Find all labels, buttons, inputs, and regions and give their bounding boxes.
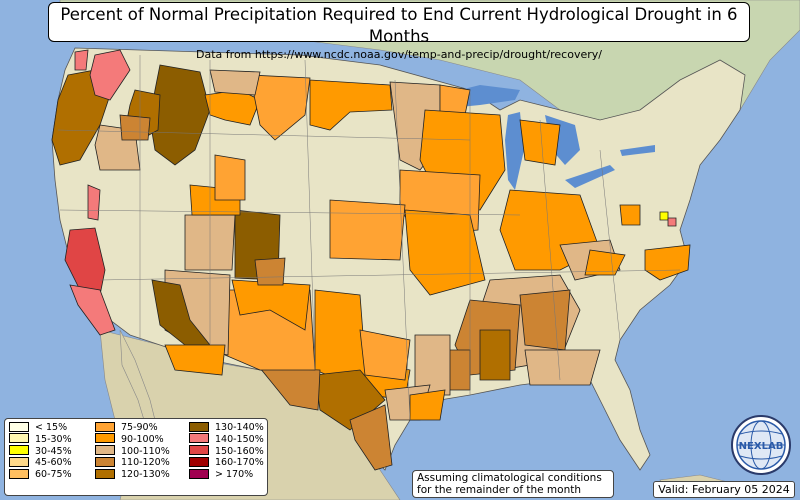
legend-label: 45-60% [35,457,72,469]
legend-column-1: < 15% 15-30% 30-45% 45-60% 60-75% [9,421,72,481]
state-boundaries [57,55,681,421]
title-box: Percent of Normal Precipitation Required… [48,2,750,61]
legend-swatch [95,433,115,444]
legend-label: 90-100% [121,433,164,445]
legend-column-3: 130-140% 140-150% 150-160% 160-170% > 17… [189,421,264,481]
drought-regions [51,49,691,471]
legend-label: 110-120% [121,457,170,469]
legend-label: 15-30% [35,433,72,445]
legend-label: 30-45% [35,445,72,457]
legend-item: < 15% [9,421,72,434]
lake-michigan [505,112,524,190]
assumption-note-line-2: for the remainder of the month [417,484,582,496]
legend-swatch [189,456,209,467]
legend-label: 60-75% [35,469,72,481]
legend-swatch [9,433,29,444]
legend-swatch [9,456,29,467]
legend-label: < 15% [35,422,68,433]
legend-swatch [95,445,115,456]
legend-swatch [9,445,29,456]
legend-swatch [95,468,115,479]
legend-label: 160-170% [215,457,264,469]
assumption-note-line-1: Assuming climatological conditions [417,472,602,484]
legend: < 15% 15-30% 30-45% 45-60% 60-75% 75-90%… [4,418,268,496]
legend-label: 150-160% [215,445,264,457]
legend-label: 120-130% [121,469,170,481]
legend-swatch [189,468,209,479]
legend-swatch [95,421,115,432]
legend-swatch [189,421,209,432]
legend-label: 100-110% [121,445,170,457]
legend-item: 150-160% [189,445,264,458]
legend-swatch [9,468,29,479]
legend-label: 130-140% [215,422,264,433]
legend-item: 140-150% [189,433,264,446]
legend-column-2: 75-90% 90-100% 100-110% 110-120% 120-130… [95,421,170,481]
legend-item: 15-30% [9,433,72,446]
globe-logo-icon: NEXLAB [731,415,791,475]
assumption-note: Assuming climatological conditions for t… [412,470,614,498]
legend-item: > 170% [189,468,264,481]
legend-item: 30-45% [9,445,72,458]
lake-ontario [620,145,655,156]
legend-item: 90-100% [95,433,170,446]
map-subtitle: Data from https://www.ncdc.noaa.gov/temp… [196,48,602,61]
lake-erie [565,165,615,188]
legend-swatch [95,456,115,467]
legend-item: 110-120% [95,456,170,469]
legend-label: 140-150% [215,433,264,445]
valid-date: Valid: February 05 2024 [653,481,795,498]
legend-item: 160-170% [189,456,264,469]
map-title: Percent of Normal Precipitation Required… [60,5,738,46]
legend-item: 130-140% [189,421,264,434]
logo-text: NEXLAB [739,441,784,452]
legend-swatch [189,445,209,456]
legend-label: 75-90% [121,422,158,433]
legend-item: 60-75% [9,468,72,481]
legend-label: > 170% [215,469,254,481]
legend-swatch [189,433,209,444]
legend-item: 75-90% [95,421,170,434]
legend-swatch [9,421,29,432]
legend-item: 45-60% [9,456,72,469]
legend-item: 100-110% [95,445,170,458]
legend-item: 120-130% [95,468,170,481]
